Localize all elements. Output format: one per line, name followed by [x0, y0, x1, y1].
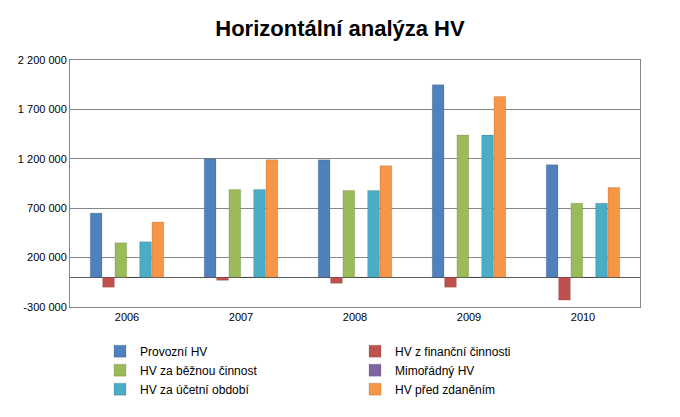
- svg-text:HV za účetní období: HV za účetní období: [140, 383, 249, 397]
- svg-text:1 700 000: 1 700 000: [18, 103, 67, 115]
- svg-text:Provozní HV: Provozní HV: [140, 345, 207, 359]
- svg-text:HV za běžnou činnost: HV za běžnou činnost: [140, 364, 257, 378]
- svg-text:Mimořádný HV: Mimořádný HV: [395, 364, 474, 378]
- svg-text:-300 000: -300 000: [23, 301, 66, 313]
- svg-text:HV z finanční činnosti: HV z finanční činnosti: [395, 345, 510, 359]
- svg-text:2006: 2006: [115, 311, 139, 323]
- svg-text:2 200 000: 2 200 000: [18, 54, 67, 66]
- svg-text:2008: 2008: [343, 311, 367, 323]
- svg-text:1 200 000: 1 200 000: [18, 153, 67, 165]
- svg-text:200 000: 200 000: [27, 251, 67, 263]
- svg-text:HV před zdaněním: HV před zdaněním: [395, 383, 495, 397]
- svg-text:2009: 2009: [457, 311, 481, 323]
- svg-text:Horizontální analýza HV: Horizontální analýza HV: [215, 16, 465, 41]
- svg-text:2007: 2007: [229, 311, 253, 323]
- svg-text:700 000: 700 000: [27, 202, 67, 214]
- svg-text:2010: 2010: [571, 311, 595, 323]
